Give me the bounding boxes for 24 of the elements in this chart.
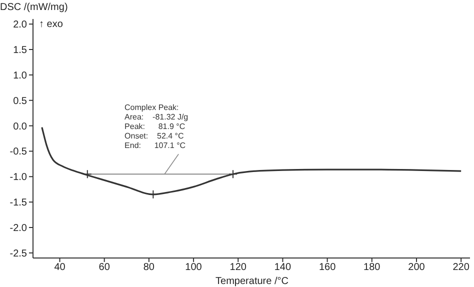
annotation: Complex Peak: Area: -81.32 J/g Peak: 81.9 °C Onset: 52.4 °C End: 107.1 °C [124,103,188,150]
x-tick-label: 60 [98,262,110,273]
x-tick-label: 180 [364,262,381,273]
x-tick-label: 220 [452,262,470,273]
y-tick-label: -0.5 [10,146,28,158]
y-tick-label: -2.0 [10,222,28,234]
y-tick-label: 0.0 [13,121,28,132]
y-tick-label: -2.5 [10,248,28,260]
y-tick-label: 0.5 [13,96,28,107]
x-tick-label: 160 [318,262,336,273]
y-tick-label: -1.5 [10,198,28,209]
y-axis-title: DSC /(mW/mg) [0,2,68,13]
y-tick-label: 1.0 [13,70,28,82]
y-tick-label: 1.5 [13,45,28,56]
y-tick-label: -1.0 [10,172,28,184]
annotation: ↑ exo [39,19,64,30]
x-tick-label: 200 [408,262,426,273]
x-tick-label: 140 [274,262,292,273]
x-axis-title: Temperature /°C [216,276,288,287]
x-tick-label: 40 [54,262,66,273]
y-tick-label: 2.0 [13,20,28,31]
x-tick-label: 100 [185,262,202,273]
x-tick-label: 80 [143,262,155,273]
x-tick-label: 120 [230,262,247,273]
